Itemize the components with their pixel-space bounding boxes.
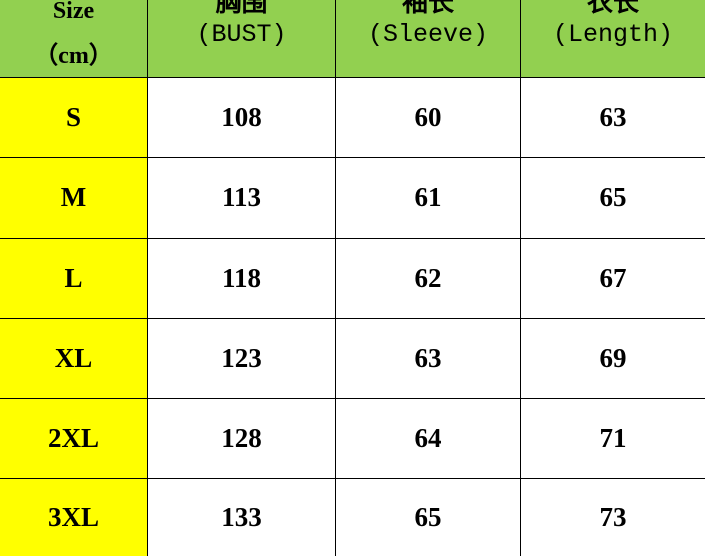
size-cell: 3XL — [0, 478, 148, 556]
value-cell: 128 — [147, 398, 336, 479]
cell-value: 113 — [221, 182, 261, 212]
header-text: (BUST) — [196, 20, 287, 49]
header-cell: 胸围 (BUST) — [147, 0, 336, 78]
size-label: XL — [54, 342, 93, 373]
header-text: （cm） — [34, 43, 113, 69]
cell-value: 73 — [599, 501, 627, 532]
value-cell: 108 — [147, 77, 336, 158]
size-cell: M — [0, 157, 148, 239]
header-cell: 袖长 (Sleeve) — [335, 0, 521, 78]
value-cell: 123 — [147, 318, 336, 399]
cell-value: 65 — [599, 182, 627, 212]
value-cell: 64 — [335, 398, 521, 479]
value-cell: 60 — [335, 77, 521, 158]
cell-value: 63 — [414, 342, 442, 373]
cell-value: 63 — [599, 101, 627, 132]
cell-value: 123 — [221, 342, 262, 373]
value-cell: 65 — [335, 478, 521, 556]
value-cell: 65 — [520, 157, 705, 239]
value-cell: 69 — [520, 318, 705, 399]
size-cell: S — [0, 77, 148, 158]
header-text: (Length) — [552, 20, 674, 49]
cell-value: 65 — [414, 501, 442, 532]
value-cell: 133 — [147, 478, 336, 556]
size-cell: 2XL — [0, 398, 148, 479]
size-label: 2XL — [47, 422, 99, 453]
value-cell: 71 — [520, 398, 705, 479]
size-label: 3XL — [47, 501, 99, 532]
cell-value: 61 — [414, 182, 442, 212]
size-cell: XL — [0, 318, 148, 399]
cell-value: 133 — [221, 501, 262, 532]
value-cell: 63 — [335, 318, 521, 399]
cell-value: 62 — [414, 262, 442, 293]
size-label: L — [64, 262, 83, 293]
value-cell: 67 — [520, 238, 705, 319]
header-text: Size — [52, 0, 95, 24]
cell-value: 128 — [221, 422, 262, 453]
header-text: 袖长 — [401, 0, 454, 18]
cell-value: 60 — [414, 101, 442, 132]
value-cell: 61 — [335, 157, 521, 239]
header-text: 胸围 — [215, 0, 268, 18]
cell-value: 67 — [599, 262, 627, 293]
cell-value: 108 — [221, 101, 262, 132]
cell-value: 64 — [414, 422, 442, 453]
value-cell: 63 — [520, 77, 705, 158]
header-text: 衣长 — [586, 0, 639, 18]
header-cell: Size （cm） — [0, 0, 148, 78]
header-text: (Sleeve) — [367, 20, 489, 49]
value-cell: 118 — [147, 238, 336, 319]
header-cell: 衣长 (Length) — [520, 0, 705, 78]
size-label: S — [65, 101, 82, 132]
value-cell: 62 — [335, 238, 521, 319]
value-cell: 113 — [147, 157, 336, 239]
size-cell: L — [0, 238, 148, 319]
cell-value: 69 — [599, 342, 627, 373]
cell-value: 118 — [221, 262, 261, 293]
cell-value: 71 — [599, 422, 627, 453]
size-label: M — [60, 182, 87, 212]
value-cell: 73 — [520, 478, 705, 556]
